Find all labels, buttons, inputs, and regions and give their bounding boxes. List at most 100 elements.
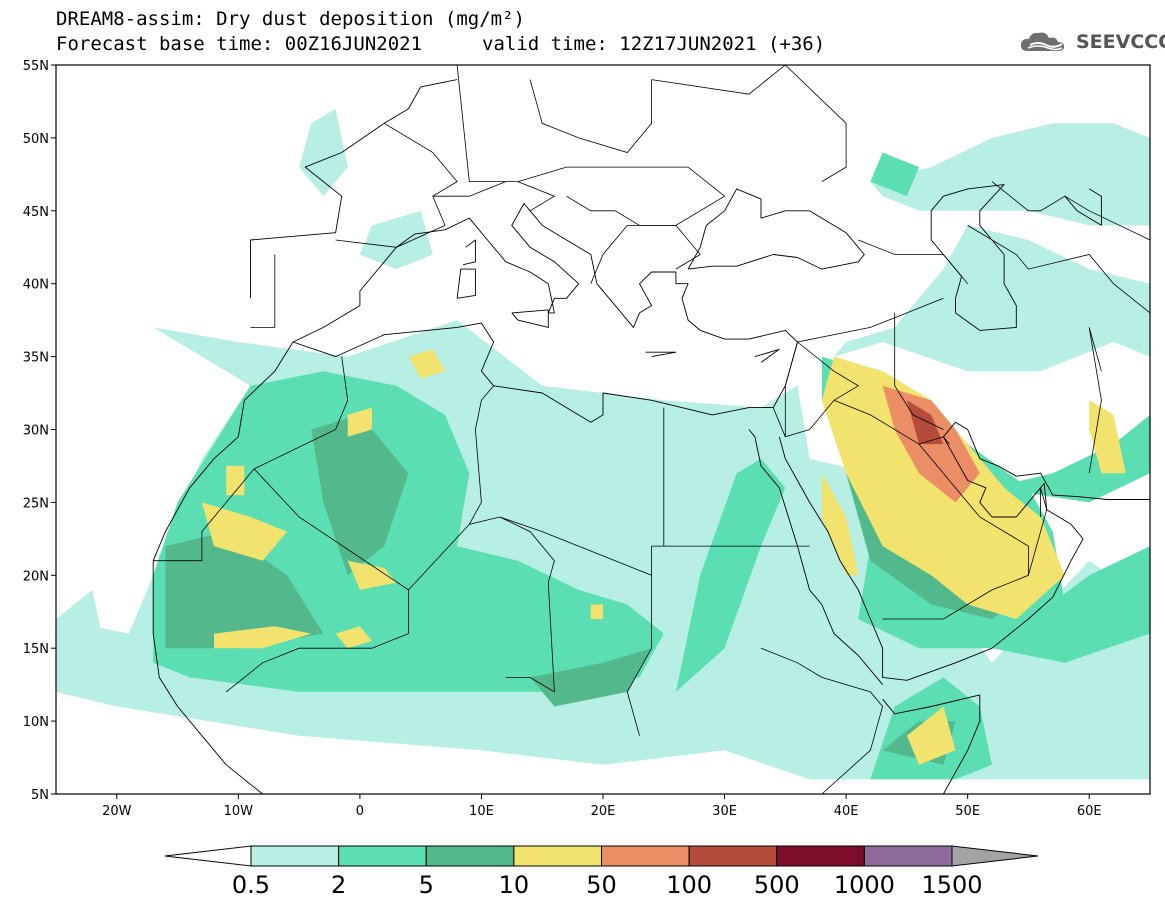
dust-region-level-4 — [347, 560, 397, 590]
lat-tick-label: 40N — [23, 278, 49, 293]
dust-region-level-2 — [992, 546, 1150, 663]
coastline — [754, 348, 780, 363]
dust-region-level-6 — [906, 400, 944, 445]
coastline — [463, 239, 476, 266]
colorbar-low-triangle — [164, 845, 252, 867]
axis-layer: 55N 50N 45N 40N 35N 30N 25N 20N 15N 10N 5N 20W 10W 0 1… — [23, 59, 1102, 819]
coastline — [687, 188, 865, 270]
country-border — [651, 65, 847, 182]
lat-tick-label: 30N — [23, 424, 49, 439]
coastline-layer — [152, 79, 1150, 794]
dust-region-level-3 — [311, 414, 409, 576]
dust-region-level-3 — [165, 531, 324, 649]
dust-region-level-2 — [992, 414, 1150, 503]
seevccc-logo: SEEVCCC — [1018, 28, 1165, 56]
lat-tick-label: 10N — [23, 715, 49, 730]
country-border — [858, 239, 969, 284]
colorbar-label: 100 — [666, 871, 712, 899]
lat-tick-label: 55N — [23, 59, 49, 74]
coastline — [152, 560, 263, 794]
country-border — [408, 516, 555, 693]
lon-tick-label: 20E — [591, 804, 616, 819]
country-border-layer — [153, 65, 1150, 794]
dust-region-level-4 — [214, 626, 312, 649]
coastline — [511, 309, 549, 328]
country-border — [383, 122, 458, 226]
coastline — [250, 79, 458, 299]
country-border — [456, 65, 726, 284]
colorbar-label: 1500 — [921, 871, 982, 899]
cloud-logo-icon — [1020, 32, 1065, 51]
lon-tick-label: 20W — [102, 804, 132, 819]
country-border — [499, 407, 665, 576]
country-border — [760, 647, 884, 794]
country-border — [566, 195, 701, 270]
coastline — [456, 268, 476, 299]
dust-region-level-1 — [359, 210, 433, 270]
country-border — [991, 181, 1150, 241]
coastline — [292, 322, 798, 423]
lat-tick-label: 25N — [23, 496, 49, 511]
country-border — [967, 225, 1150, 314]
lon-tick-label: 0 — [356, 804, 364, 819]
colorbar-segment — [776, 845, 865, 867]
dust-region-level-4 — [906, 706, 956, 765]
colorbar-label: 5 — [419, 871, 434, 899]
country-border — [894, 312, 944, 430]
colorbar-segment — [425, 845, 515, 867]
country-border — [250, 254, 276, 328]
colorbar-segment — [513, 845, 602, 867]
lat-tick-label: 20N — [23, 569, 49, 584]
coastline — [882, 694, 981, 794]
dust-region-level-4 — [347, 407, 372, 437]
dust-region-level-2 — [675, 458, 786, 692]
lon-tick-label: 10W — [224, 804, 254, 819]
colorbar-label: 0.5 — [232, 871, 270, 899]
dust-region-level-3 — [530, 648, 652, 707]
colorbar-segment — [688, 845, 778, 867]
country-border — [626, 575, 652, 736]
dust-region-level-4 — [821, 473, 859, 576]
coastline — [645, 351, 677, 358]
colorbar-segment — [863, 845, 953, 867]
country-border — [253, 356, 349, 470]
colorbar-label: 1000 — [834, 871, 895, 899]
lon-tick-label: 10E — [469, 804, 494, 819]
colorbar-high-triangle — [951, 845, 1039, 867]
lat-tick-label: 50N — [23, 132, 49, 147]
lat-tick-label: 15N — [23, 642, 49, 657]
dust-region-level-1 — [299, 108, 348, 197]
coastline — [292, 203, 798, 343]
country-border — [517, 181, 556, 212]
colorbar-label: 2 — [331, 871, 346, 899]
colorbar-segment — [601, 845, 690, 867]
colorbar: 0.5 2 5 10 50 100 500 1000 1500 — [164, 845, 1039, 899]
coastline — [152, 341, 294, 561]
colorbar-segment — [338, 845, 427, 867]
colorbar-label: 50 — [586, 871, 617, 899]
country-border — [882, 443, 1029, 620]
country-border — [1088, 327, 1102, 474]
dust-region-level-4 — [226, 465, 245, 496]
forecast-base-time: Forecast base time: 00Z16JUN2021 — [56, 33, 423, 55]
dust-region-level-4 — [408, 349, 445, 379]
country-border — [1028, 487, 1048, 576]
lat-tick-label: 5N — [31, 788, 49, 803]
country-border — [335, 225, 446, 248]
valid-time: valid time: 12Z17JUN2021 (+36) — [482, 33, 826, 55]
country-border — [432, 181, 506, 197]
dust-region-level-2 — [870, 152, 919, 197]
lon-tick-label: 50E — [955, 804, 980, 819]
colorbar-label: 10 — [499, 871, 530, 899]
dust-region-level-4 — [201, 502, 287, 561]
colorbar-label: 500 — [754, 871, 800, 899]
coastline — [748, 429, 883, 685]
map-title: DREAM8-assim: Dry dust deposition (mg/m²… — [56, 8, 525, 30]
lon-tick-label: 60E — [1077, 804, 1102, 819]
dust-deposition-layer — [56, 108, 1150, 780]
colorbar-segment — [250, 845, 340, 867]
coastline — [1064, 188, 1102, 226]
lon-tick-label: 40E — [834, 804, 859, 819]
dust-region-level-4 — [335, 626, 372, 649]
